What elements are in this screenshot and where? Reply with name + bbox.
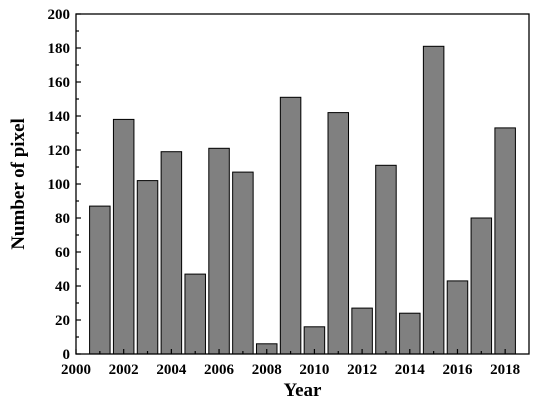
x-tick-label: 2010 xyxy=(299,362,329,378)
bar-2009 xyxy=(279,96,302,355)
bar-2017 xyxy=(470,217,493,355)
bar-2011 xyxy=(327,112,350,355)
y-axis-ticks: 0 20 40 60 80 100 120 140 160 180 200 xyxy=(48,7,81,363)
x-tick-label: 2008 xyxy=(252,362,282,378)
y-tick-label: 40 xyxy=(55,279,70,295)
bar-2006 xyxy=(208,147,230,355)
x-tick-label: 2018 xyxy=(490,362,520,378)
y-tick-label: 140 xyxy=(48,109,71,125)
y-tick-label: 160 xyxy=(48,75,71,91)
bar-2007 xyxy=(232,171,254,355)
bar-2002 xyxy=(112,118,135,355)
bar-2012 xyxy=(351,307,373,355)
x-tick-label: 2002 xyxy=(109,362,139,378)
x-tick-label: 2006 xyxy=(204,362,235,378)
x-tick-label: 2000 xyxy=(61,362,91,378)
y-tick-label: 60 xyxy=(55,245,70,261)
y-tick-label: 80 xyxy=(55,211,70,227)
x-axis-title: Year xyxy=(284,380,323,401)
y-axis-title: Number of pixel xyxy=(8,118,29,250)
bar-2018 xyxy=(494,127,516,355)
x-tick-label: 2012 xyxy=(347,362,377,378)
y-tick-label: 20 xyxy=(55,313,70,329)
y-tick-label: 100 xyxy=(48,177,71,193)
y-tick-label: 180 xyxy=(48,41,71,57)
bar-2005 xyxy=(184,273,206,355)
bar-2015 xyxy=(422,45,445,355)
bars-group xyxy=(89,45,516,355)
x-tick-label: 2004 xyxy=(156,362,187,378)
y-tick-label: 120 xyxy=(48,143,71,159)
bar-2003 xyxy=(136,180,159,355)
bar-2016 xyxy=(446,280,469,355)
bar-2001 xyxy=(89,205,111,355)
y-tick-label: 200 xyxy=(48,7,71,23)
y-tick-label: 0 xyxy=(63,347,71,363)
bar-2004 xyxy=(160,151,183,355)
plot-frame xyxy=(75,13,530,355)
x-tick-label: 2014 xyxy=(395,362,426,378)
x-tick-label: 2016 xyxy=(442,362,473,378)
x-axis-ticks: 2000 2002 2004 2006 2008 2010 2012 2014 2016 2018 xyxy=(61,349,520,378)
bar-2014 xyxy=(399,312,421,355)
bar-2013 xyxy=(375,164,397,355)
